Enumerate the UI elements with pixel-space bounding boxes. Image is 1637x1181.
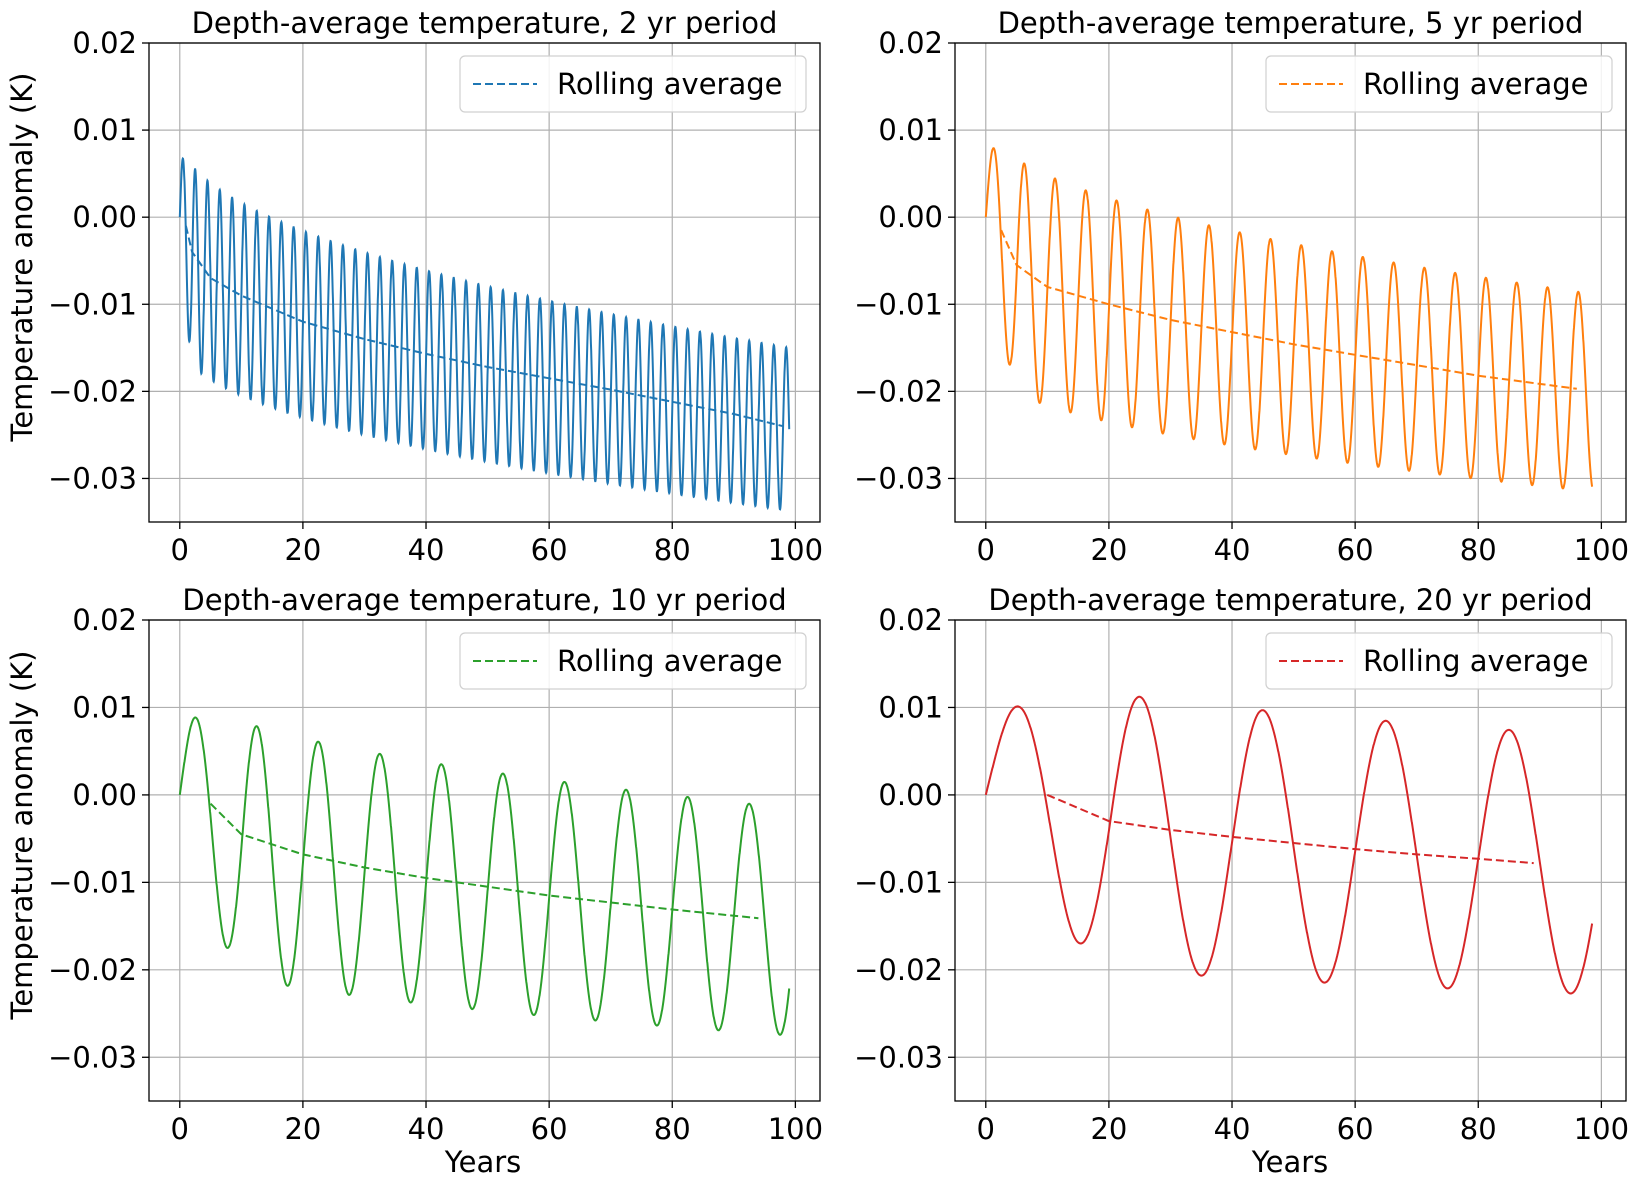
y-tick-label: −0.03 [854, 1040, 943, 1074]
x-tick-label: 80 [654, 1112, 691, 1146]
y-tick-label: 0.00 [72, 200, 137, 234]
x-axis-label-right: Years [1251, 1145, 1329, 1179]
subplots: Depth-average temperature, 2 yr period 0 2… [48, 6, 1629, 1146]
rolling-average-line [1046, 793, 1534, 865]
legend-box [459, 632, 807, 690]
y-tick-label: −0.03 [854, 461, 943, 495]
temperature-series-line [984, 695, 1594, 995]
y-tick-label: 0.00 [878, 778, 943, 812]
subplot-title: Depth-average temperature, 2 yr period [192, 6, 778, 40]
y-tick-label: 0.02 [72, 603, 137, 637]
rolling-average-line [184, 225, 784, 428]
x-tick-label: 100 [768, 1112, 823, 1146]
rolling-average-line [209, 802, 759, 920]
y-tick-label: 0.01 [878, 113, 943, 147]
temperature-series-line [178, 156, 791, 511]
y-tick-label: −0.02 [48, 374, 137, 408]
y-tick-label: −0.01 [48, 287, 137, 321]
y-tick-label: −0.01 [854, 865, 943, 899]
x-tick-label: 60 [531, 533, 568, 567]
x-tick-label: 0 [977, 1112, 995, 1146]
y-axis-label-bottom: Temperature anomaly (K) [5, 651, 39, 1021]
x-tick-label: 80 [1460, 1112, 1497, 1146]
legend-box [459, 55, 807, 113]
x-tick-label: 40 [408, 533, 445, 567]
x-tick-label: 20 [1090, 533, 1127, 567]
x-tick-label: 80 [654, 533, 691, 567]
y-tick-label: 0.01 [72, 113, 137, 147]
rolling-average-line [1000, 229, 1577, 390]
subplot-2: Depth-average temperature, 5 yr period 0 2… [854, 6, 1629, 567]
x-tick-label: 60 [531, 1112, 568, 1146]
plot-frame [148, 42, 821, 523]
y-tick-label: 0.00 [72, 778, 137, 812]
y-tick-label: −0.01 [854, 287, 943, 321]
legend-label: Rolling average [1363, 67, 1589, 101]
legend: Rolling average [1265, 632, 1613, 690]
x-tick-label: 100 [768, 533, 823, 567]
x-tick-label: 60 [1337, 533, 1374, 567]
y-tick-label: −0.01 [48, 865, 137, 899]
legend-label: Rolling average [557, 644, 783, 678]
subplot-title: Depth-average temperature, 5 yr period [998, 6, 1584, 40]
y-tick-label: 0.02 [878, 26, 943, 60]
x-tick-label: 100 [1574, 533, 1629, 567]
y-tick-label: −0.03 [48, 461, 137, 495]
subplot-1: Depth-average temperature, 2 yr period 0 2… [48, 6, 823, 567]
plot-frame [954, 42, 1627, 523]
y-tick-label: 0.02 [72, 26, 137, 60]
subplot-4: Depth-average temperature, 20 yr period 0… [854, 583, 1629, 1146]
y-tick-label: 0.00 [878, 200, 943, 234]
x-tick-label: 40 [408, 1112, 445, 1146]
legend: Rolling average [459, 55, 807, 113]
x-tick-label: 100 [1574, 1112, 1629, 1146]
x-tick-label: 80 [1460, 533, 1497, 567]
y-tick-label: −0.02 [48, 953, 137, 987]
y-tick-label: −0.02 [854, 374, 943, 408]
legend: Rolling average [459, 632, 807, 690]
x-tick-label: 0 [977, 533, 995, 567]
legend: Rolling average [1265, 55, 1613, 113]
x-tick-label: 20 [284, 1112, 321, 1146]
legend-box [1265, 55, 1613, 113]
x-axis-label-left: Years [444, 1145, 522, 1179]
legend-box [1265, 632, 1613, 690]
temperature-series-line [178, 716, 791, 1036]
y-tick-label: −0.03 [48, 1040, 137, 1074]
x-tick-label: 60 [1337, 1112, 1374, 1146]
plot-frame [148, 619, 821, 1102]
x-tick-label: 20 [1090, 1112, 1127, 1146]
legend-label: Rolling average [557, 67, 783, 101]
y-tick-label: 0.02 [878, 603, 943, 637]
y-tick-label: −0.02 [854, 953, 943, 987]
y-axis-label-top: Temperature anomaly (K) [5, 73, 39, 443]
subplot-3: Depth-average temperature, 10 yr period 0… [48, 583, 823, 1146]
y-tick-label: 0.01 [72, 690, 137, 724]
x-tick-label: 40 [1214, 1112, 1251, 1146]
temperature-series-line [984, 147, 1594, 490]
subplot-title: Depth-average temperature, 10 yr period [182, 583, 786, 617]
x-tick-label: 20 [284, 533, 321, 567]
legend-label: Rolling average [1363, 644, 1589, 678]
y-tick-label: 0.01 [878, 690, 943, 724]
x-tick-label: 0 [171, 533, 189, 567]
x-tick-label: 0 [171, 1112, 189, 1146]
subplot-title: Depth-average temperature, 20 yr period [988, 583, 1592, 617]
plot-frame [954, 619, 1627, 1102]
x-tick-label: 40 [1214, 533, 1251, 567]
